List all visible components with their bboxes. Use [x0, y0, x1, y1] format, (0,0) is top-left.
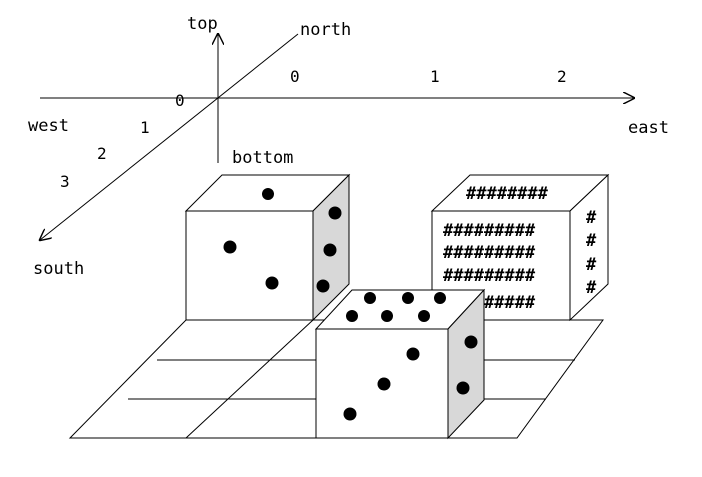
pip — [464, 335, 478, 349]
pip — [456, 381, 470, 395]
pip — [343, 407, 357, 421]
east-tick-2: 2 — [557, 67, 567, 86]
axes — [40, 34, 634, 240]
east-label: east — [628, 118, 669, 138]
south-tick-2: 2 — [97, 144, 107, 163]
die-hash: ######## ######### ######### ######### #… — [430, 173, 610, 322]
hash-front-row-1: ######### — [443, 221, 536, 241]
south-tick-1: 1 — [140, 118, 150, 137]
east-tick-1: 1 — [430, 67, 440, 86]
east-tick-0: 0 — [290, 67, 300, 86]
west-label: west — [28, 116, 69, 136]
pip — [434, 292, 446, 304]
die-three-front-face — [185, 210, 314, 321]
hash-top-row: ######## — [466, 184, 549, 204]
hash-side-2: # — [586, 231, 597, 251]
north-south-axis — [40, 33, 299, 240]
pip — [323, 243, 337, 257]
die-front — [314, 288, 486, 440]
top-label: top — [187, 14, 218, 34]
pip — [418, 310, 430, 322]
floor-col-line-1 — [185, 319, 314, 439]
pip — [364, 292, 376, 304]
pip — [316, 279, 330, 293]
pip — [223, 240, 237, 254]
die-three — [184, 173, 351, 322]
pip — [265, 276, 279, 290]
hash-front-row-3: ######### — [443, 266, 536, 286]
bottom-label: bottom — [232, 148, 293, 168]
pip — [377, 377, 391, 391]
hash-side-3: # — [586, 255, 597, 275]
pip — [402, 292, 414, 304]
north-label: north — [300, 20, 351, 40]
south-label: south — [33, 259, 84, 279]
pip — [262, 188, 274, 200]
pip — [381, 310, 393, 322]
south-tick-0: 0 — [175, 91, 185, 110]
pip — [328, 206, 342, 220]
hash-side-1: # — [586, 208, 597, 228]
hash-side-4: # — [586, 278, 597, 298]
pip — [346, 310, 358, 322]
south-tick-3: 3 — [60, 172, 70, 191]
hash-front-row-2: ######### — [443, 243, 536, 263]
pip — [406, 347, 420, 361]
